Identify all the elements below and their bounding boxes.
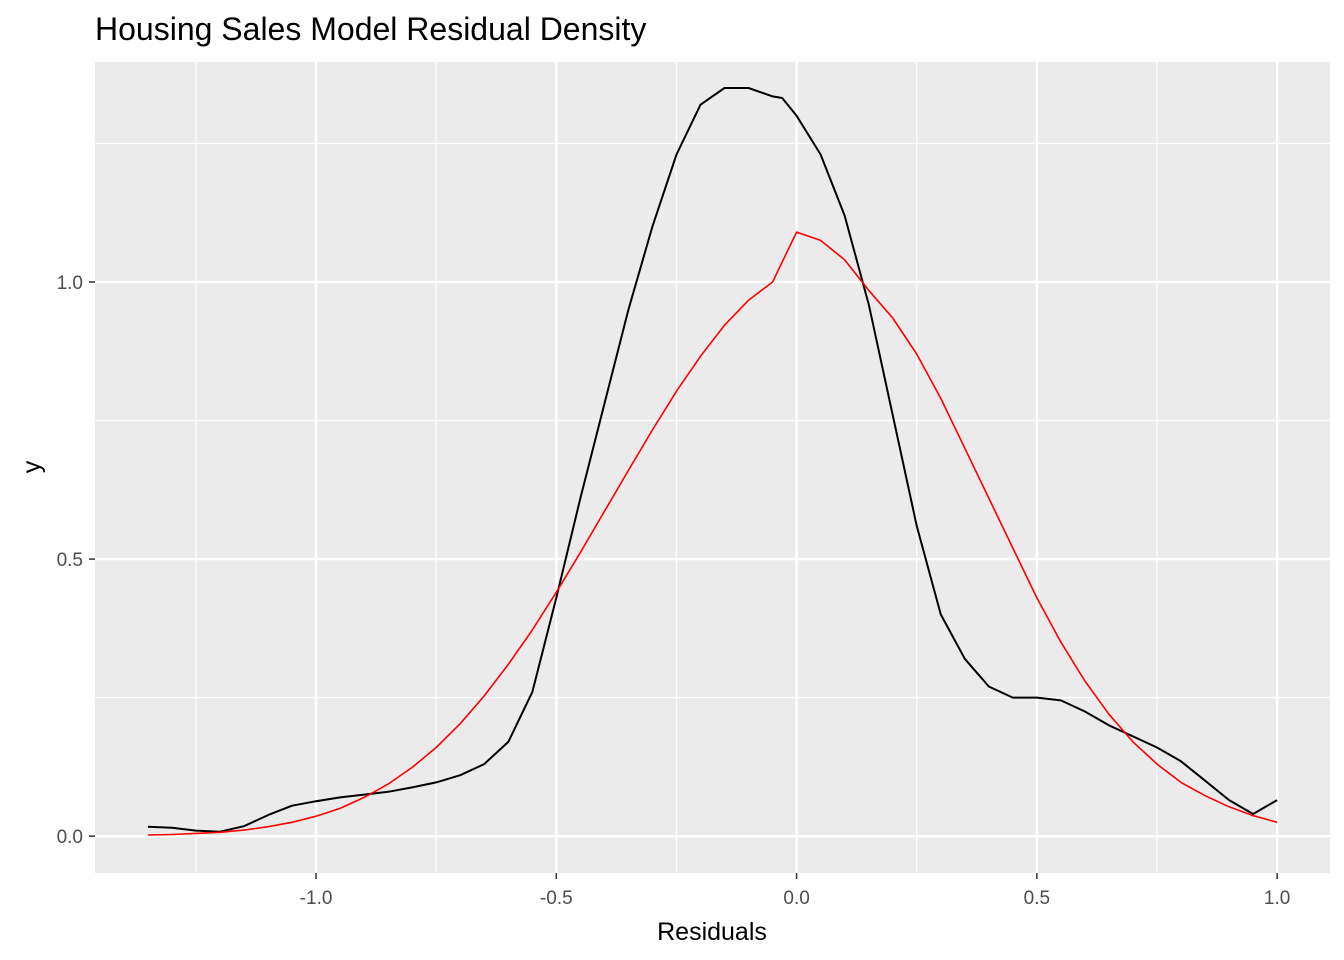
- series-layer: [147, 87, 1278, 836]
- chart-title: Housing Sales Model Residual Density: [95, 11, 646, 47]
- minor-gridlines: [95, 62, 1330, 873]
- y-tick-label: 1.0: [57, 273, 83, 294]
- axis-ticks: [89, 281, 1278, 879]
- x-tick-label: -1.0: [300, 888, 333, 909]
- y-tick-label: 0.0: [57, 827, 83, 848]
- density-curve-1: [147, 87, 1278, 833]
- density-curve-2: [147, 231, 1278, 836]
- x-tick-label: -0.5: [540, 888, 573, 909]
- x-axis-title: Residuals: [657, 918, 767, 946]
- y-tick-label: 0.5: [57, 550, 83, 571]
- major-gridlines: [95, 62, 1330, 873]
- plot-panel: [95, 62, 1330, 873]
- y-axis-title: y: [18, 460, 46, 473]
- x-tick-label: 0.0: [783, 888, 809, 909]
- tick-labels: -1.0 -0.5 0.0 0.5 1.0 0.0 0.5 1.0: [57, 273, 1291, 909]
- x-tick-label: 0.5: [1024, 888, 1050, 909]
- x-tick-label: 1.0: [1264, 888, 1290, 909]
